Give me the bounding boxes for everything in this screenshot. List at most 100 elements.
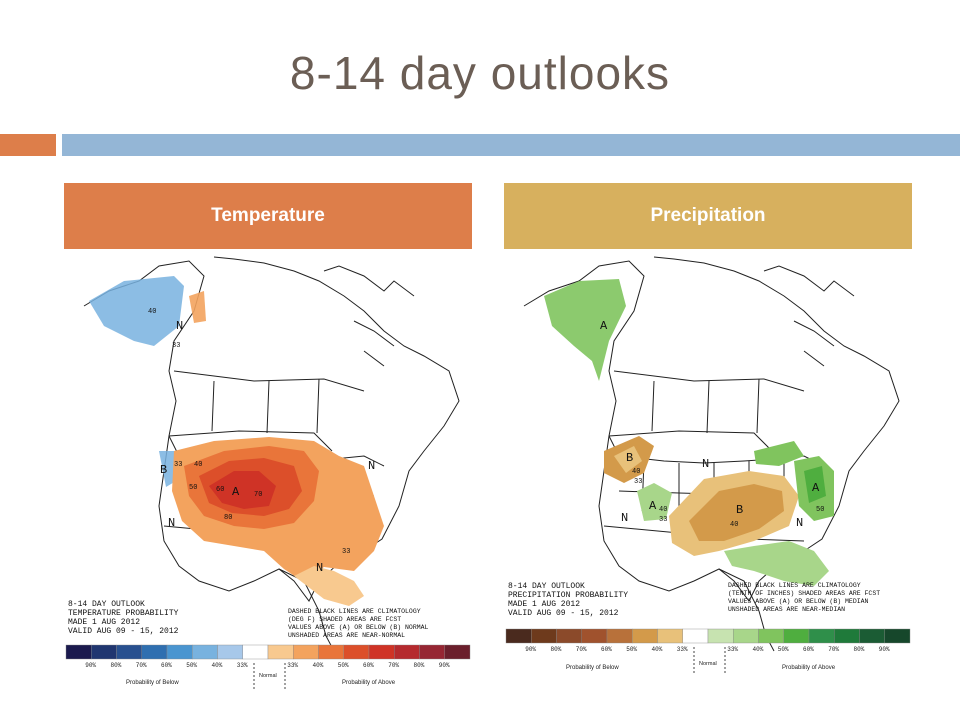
svg-text:VALUES ABOVE (A) OR BELOW (B): VALUES ABOVE (A) OR BELOW (B) NORMAL	[288, 624, 429, 631]
legend-swatch	[267, 644, 294, 660]
legend-swatch	[505, 628, 532, 644]
legend-tick-label: 50%	[338, 662, 349, 669]
legend-swatch	[556, 628, 582, 644]
legend-tick-label: 70%	[576, 646, 587, 653]
legend-swatch	[217, 644, 243, 660]
precipitation-outlook-map: A B N N A B A N 40 33 40 33 40 50 8-14 D…	[504, 251, 912, 691]
svg-text:33: 33	[342, 548, 350, 556]
svg-text:8-14 DAY OUTLOOK: 8-14 DAY OUTLOOK	[68, 600, 145, 609]
legend-swatch	[808, 628, 835, 644]
temperature-header: Temperature	[64, 183, 472, 249]
legend-tick-label: 90%	[85, 662, 96, 669]
label-n-alaska: N	[176, 319, 183, 333]
label-b-west: B	[160, 463, 167, 477]
legend-swatch	[65, 644, 92, 660]
precipitation-legend-ticks: 90% 80% 70% 60% 50% 40% 33% 33% 40% 50% 60% 70% 80% 9…	[525, 646, 890, 653]
label-n-center: N	[702, 457, 709, 471]
label-a-east: A	[812, 481, 820, 495]
svg-text:60: 60	[216, 486, 224, 494]
svg-text:TEMPERATURE PROBABILITY: TEMPERATURE PROBABILITY	[68, 609, 179, 618]
legend-tick-label: 80%	[551, 646, 562, 653]
precipitation-map-labels: A B N N A B A N	[600, 319, 820, 530]
legend-tick-label: 40%	[313, 662, 324, 669]
svg-text:40: 40	[730, 521, 738, 529]
svg-text:DASHED BLACK LINES ARE CLIMATO: DASHED BLACK LINES ARE CLIMATOLOGY	[728, 582, 861, 589]
legend-swatch	[632, 628, 658, 644]
legend-tick-label: 33%	[237, 662, 248, 669]
precipitation-outlook-caption: 8-14 DAY OUTLOOK PRECIPITATION PROBABILI…	[508, 582, 628, 618]
temperature-legend-ticks: 90% 80% 70% 60% 50% 40% 33% 33% 40% 50% 60% 70% 80% 9…	[85, 662, 450, 669]
label-n-southeast: N	[796, 516, 803, 530]
temperature-shading	[89, 276, 384, 606]
legend-swatch	[293, 644, 319, 660]
precipitation-legend-swatches	[505, 628, 911, 644]
accent-bar-blue	[62, 134, 960, 156]
legend-swatch	[859, 628, 885, 644]
legend-swatch	[419, 644, 445, 660]
temperature-outlook-map: N B N A N N 40 33 33 40 50 60 70 80 33 8…	[64, 251, 472, 691]
svg-text:(DEG F) SHADED AREAS ARE FCST: (DEG F) SHADED AREAS ARE FCST	[288, 616, 401, 623]
svg-text:VALID AUG 09 - 15, 2012: VALID AUG 09 - 15, 2012	[68, 627, 179, 636]
legend-swatch	[343, 644, 370, 660]
legend-tick-label: 80%	[414, 662, 425, 669]
legend-swatch	[91, 644, 117, 660]
legend-tick-label: 40%	[753, 646, 764, 653]
legend-swatch	[394, 644, 420, 660]
slide-title: 8-14 day outlooks	[289, 47, 671, 99]
legend-swatch	[783, 628, 810, 644]
legend-below-label: Probability of Below	[566, 665, 619, 671]
legend-tick-label: 60%	[803, 646, 814, 653]
legend-swatch	[707, 628, 734, 644]
legend-swatch	[733, 628, 759, 644]
legend-above-label: Probability of Above	[342, 680, 396, 686]
svg-text:50: 50	[816, 506, 824, 514]
precipitation-header: Precipitation	[504, 183, 912, 249]
legend-swatch	[192, 644, 218, 660]
accent-bar-orange	[0, 134, 56, 156]
legend-tick-label: 40%	[212, 662, 223, 669]
svg-text:40: 40	[148, 308, 156, 316]
temperature-outlook-caption: 8-14 DAY OUTLOOK TEMPERATURE PROBABILITY…	[68, 600, 179, 636]
label-n-gulf: N	[316, 561, 323, 575]
svg-text:MADE 1 AUG 2012: MADE 1 AUG 2012	[68, 618, 140, 627]
svg-text:MADE 1 AUG 2012: MADE 1 AUG 2012	[508, 600, 580, 609]
svg-text:33: 33	[634, 478, 642, 486]
temperature-contour-labels: 40 33 33 40 50 60 70 80 33	[148, 308, 350, 556]
legend-tick-label: 90%	[439, 662, 450, 669]
legend-swatch	[657, 628, 683, 644]
svg-text:UNSHADED AREAS ARE NEAR-NORMAL: UNSHADED AREAS ARE NEAR-NORMAL	[288, 632, 405, 639]
svg-text:33: 33	[174, 461, 182, 469]
legend-above-label: Probability of Above	[782, 665, 836, 671]
legend-swatch	[581, 628, 608, 644]
legend-tick-label: 70%	[828, 646, 839, 653]
svg-text:40: 40	[194, 461, 202, 469]
legend-swatch	[682, 628, 709, 644]
legend-swatch	[368, 644, 395, 660]
legend-tick-label: 60%	[601, 646, 612, 653]
label-n-pacific: N	[168, 516, 175, 530]
svg-text:40: 40	[659, 506, 667, 514]
svg-text:8-14 DAY OUTLOOK: 8-14 DAY OUTLOOK	[508, 582, 585, 591]
precipitation-note-caption: DASHED BLACK LINES ARE CLIMATOLOGY (TENT…	[728, 582, 880, 613]
legend-swatch	[834, 628, 860, 644]
legend-swatch	[606, 628, 633, 644]
legend-tick-label: 50%	[626, 646, 637, 653]
legend-tick-label: 90%	[525, 646, 536, 653]
label-n-pacific: N	[621, 511, 628, 525]
legend-swatch	[116, 644, 142, 660]
svg-text:VALID AUG 09 - 15, 2012: VALID AUG 09 - 15, 2012	[508, 609, 619, 618]
legend-swatch	[884, 628, 911, 644]
temperature-map-svg: N B N A N N 40 33 33 40 50 60 70 80 33 8…	[65, 256, 471, 691]
legend-tick-label: 90%	[879, 646, 890, 653]
legend-tick-label: 70%	[388, 662, 399, 669]
svg-text:40: 40	[632, 468, 640, 476]
legend-swatch	[318, 644, 344, 660]
legend-tick-label: 60%	[363, 662, 374, 669]
legend-swatch	[444, 644, 471, 660]
temperature-map-labels: N B N A N N	[160, 319, 375, 575]
legend-tick-label: 33%	[727, 646, 738, 653]
temperature-legend-swatches	[65, 644, 471, 660]
label-a-alaska: A	[600, 319, 608, 333]
legend-tick-label: 40%	[652, 646, 663, 653]
label-n-east: N	[368, 459, 375, 473]
